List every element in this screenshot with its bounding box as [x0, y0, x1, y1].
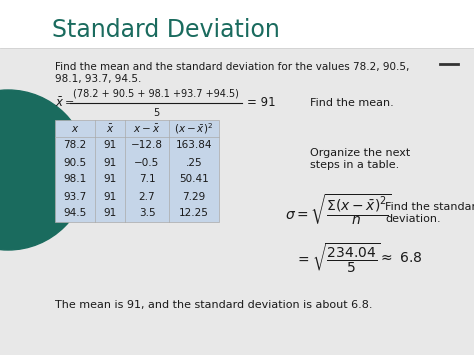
Text: steps in a table.: steps in a table.: [310, 160, 399, 170]
Text: −0.5: −0.5: [134, 158, 160, 168]
Text: 5: 5: [153, 108, 159, 118]
Text: 3.5: 3.5: [139, 208, 155, 218]
Text: Organize the next: Organize the next: [310, 148, 410, 158]
Text: 98.1, 93.7, 94.5.: 98.1, 93.7, 94.5.: [55, 74, 141, 84]
FancyBboxPatch shape: [0, 0, 474, 48]
Text: 2.7: 2.7: [139, 191, 155, 202]
Circle shape: [0, 90, 88, 250]
Text: 94.5: 94.5: [64, 208, 87, 218]
Text: $\bar{x}$: $\bar{x}$: [106, 122, 114, 135]
Text: 91: 91: [103, 208, 117, 218]
Text: 163.84: 163.84: [176, 141, 212, 151]
Text: $\sigma = \sqrt{\dfrac{\Sigma(x - \bar{x})^2}{n}}$: $\sigma = \sqrt{\dfrac{\Sigma(x - \bar{x…: [285, 193, 392, 228]
Text: 91: 91: [103, 175, 117, 185]
Text: 91: 91: [103, 158, 117, 168]
Text: The mean is 91, and the standard deviation is about 6.8.: The mean is 91, and the standard deviati…: [55, 300, 373, 310]
Text: $(x - \bar{x})^2$: $(x - \bar{x})^2$: [174, 121, 213, 136]
Text: 93.7: 93.7: [64, 191, 87, 202]
Text: $= \sqrt{\dfrac{234.04}{5}}$: $= \sqrt{\dfrac{234.04}{5}}$: [295, 241, 381, 275]
Text: 12.25: 12.25: [179, 208, 209, 218]
Text: 78.2: 78.2: [64, 141, 87, 151]
Text: deviation.: deviation.: [385, 214, 441, 224]
Text: $\bar{x}$: $\bar{x}$: [55, 96, 64, 110]
Text: $x$: $x$: [71, 124, 79, 133]
Text: $\approx$ 6.8: $\approx$ 6.8: [378, 251, 422, 265]
Text: 50.41: 50.41: [179, 175, 209, 185]
Text: 7.29: 7.29: [182, 191, 206, 202]
Text: 98.1: 98.1: [64, 175, 87, 185]
Text: $x - \bar{x}$: $x - \bar{x}$: [133, 122, 161, 135]
Text: Find the mean.: Find the mean.: [310, 98, 394, 108]
FancyBboxPatch shape: [55, 120, 219, 222]
Text: 90.5: 90.5: [64, 158, 87, 168]
Text: 91: 91: [103, 191, 117, 202]
Text: Find the mean and the standard deviation for the values 78.2, 90.5,: Find the mean and the standard deviation…: [55, 62, 410, 72]
Text: =: =: [65, 98, 74, 108]
Text: (78.2 + 90.5 + 98.1 +93.7 +94.5): (78.2 + 90.5 + 98.1 +93.7 +94.5): [73, 88, 239, 98]
Text: 91: 91: [103, 141, 117, 151]
Text: 7.1: 7.1: [139, 175, 155, 185]
Text: −12.8: −12.8: [131, 141, 163, 151]
Text: Find the standard: Find the standard: [385, 202, 474, 212]
Text: Standard Deviation: Standard Deviation: [52, 18, 280, 42]
Text: .25: .25: [186, 158, 202, 168]
Text: = 91: = 91: [247, 97, 275, 109]
